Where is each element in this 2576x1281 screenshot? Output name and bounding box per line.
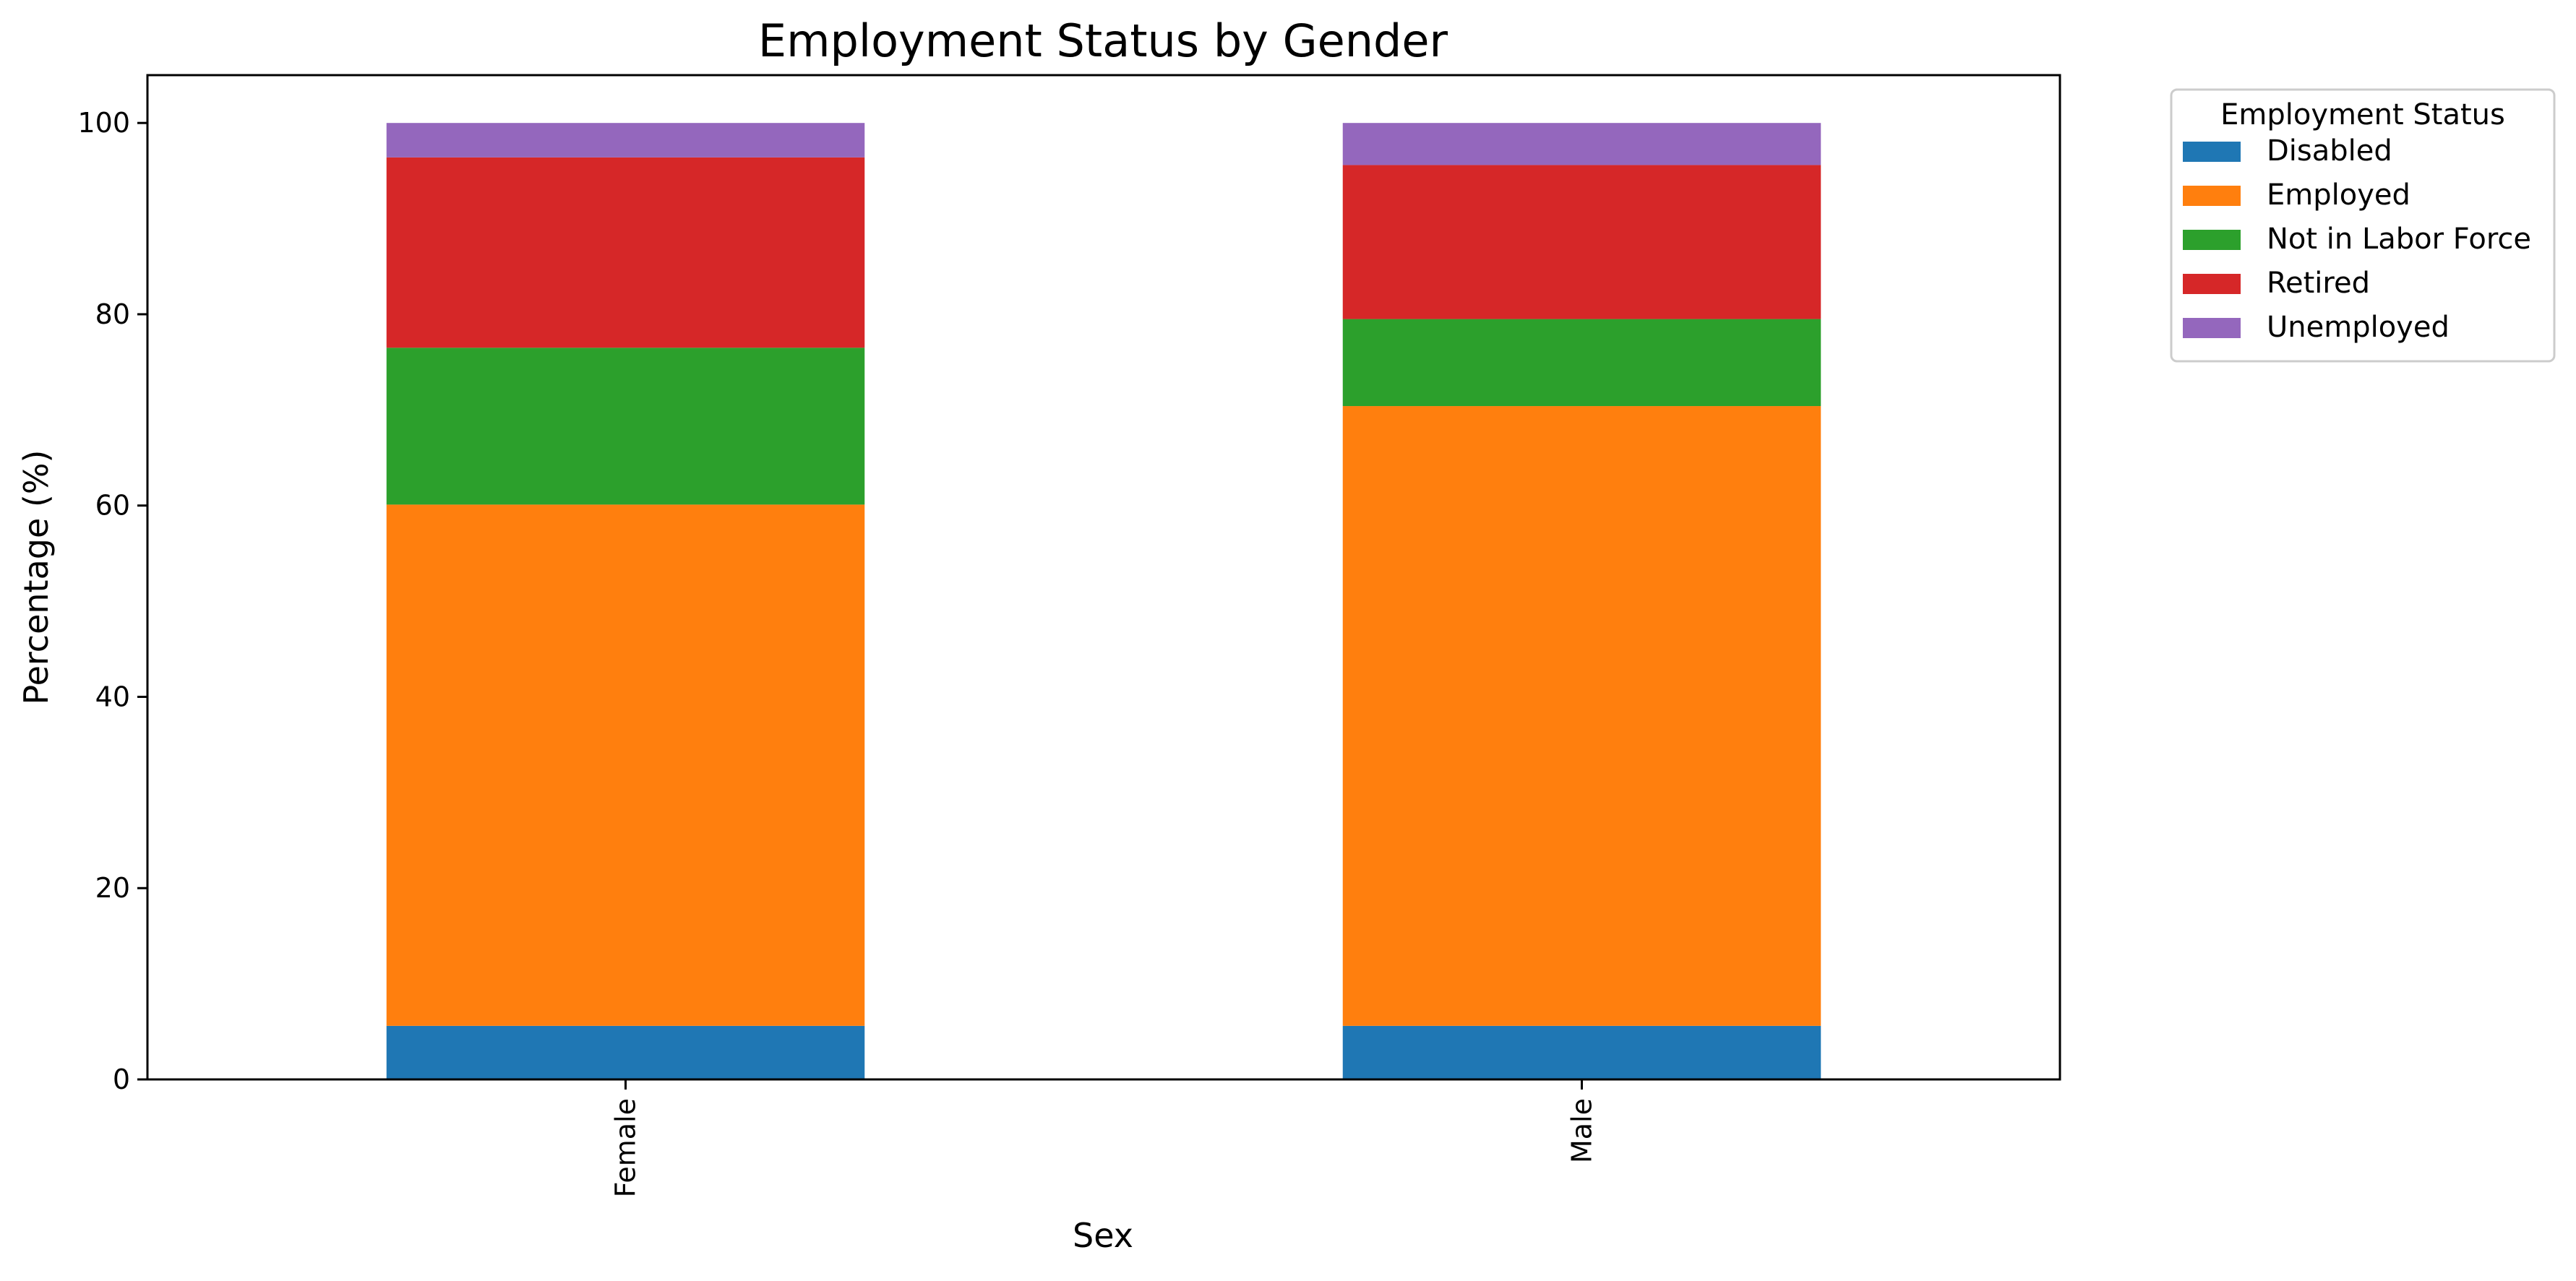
bars-layer	[386, 123, 1821, 1079]
plot-area-frame	[146, 74, 2061, 1081]
legend-swatch-disabled	[2183, 142, 2241, 162]
y-tick-label: 100	[77, 107, 130, 139]
legend-label-employed: Employed	[2267, 178, 2410, 212]
bar-female-unemployed	[386, 123, 865, 158]
x-axis: Female Male	[610, 1079, 1598, 1197]
y-tick-label: 80	[95, 298, 130, 330]
y-tick-label: 20	[95, 872, 130, 904]
bar-male-employed	[1342, 406, 1821, 1026]
y-tick-label: 0	[113, 1064, 130, 1095]
legend-frame	[2170, 88, 2556, 363]
legend: Employment Status Disabled Employed Not in…	[2170, 88, 2556, 363]
bar-female-retired	[386, 157, 865, 348]
y-axis: 0 20 40 60 80 100	[77, 107, 147, 1095]
bar-male-disabled	[1342, 1025, 1821, 1079]
legend-items: Disabled Employed Not in Labor Force Retire…	[2183, 134, 2531, 344]
bar-female-employed	[386, 504, 865, 1026]
legend-label-retired: Retired	[2267, 267, 2370, 300]
legend-label-unemployed: Unemployed	[2267, 311, 2450, 344]
y-axis-label: Percentage (%)	[17, 450, 56, 705]
y-tick-label: 60	[95, 490, 130, 522]
legend-title: Employment Status	[2220, 98, 2505, 131]
x-tick-label-female: Female	[610, 1098, 642, 1197]
legend-swatch-employed	[2183, 186, 2241, 206]
bar-male-unemployed	[1342, 123, 1821, 165]
legend-label-not-in-labor-force: Not in Labor Force	[2267, 223, 2531, 256]
x-axis-label: Sex	[1073, 1216, 1133, 1255]
bar-female-not-in-labor-force	[386, 348, 865, 505]
x-tick-label-male: Male	[1566, 1098, 1598, 1163]
y-tick-label: 40	[95, 681, 130, 712]
legend-swatch-retired	[2183, 274, 2241, 294]
bar-male-retired	[1342, 165, 1821, 319]
legend-swatch-not-in-labor-force	[2183, 230, 2241, 250]
legend-label-disabled: Disabled	[2267, 134, 2392, 168]
bar-male-not-in-labor-force	[1342, 319, 1821, 407]
legend-swatch-unemployed	[2183, 318, 2241, 338]
bar-female-disabled	[386, 1025, 865, 1079]
chart-title: Employment Status by Gender	[758, 14, 1448, 67]
